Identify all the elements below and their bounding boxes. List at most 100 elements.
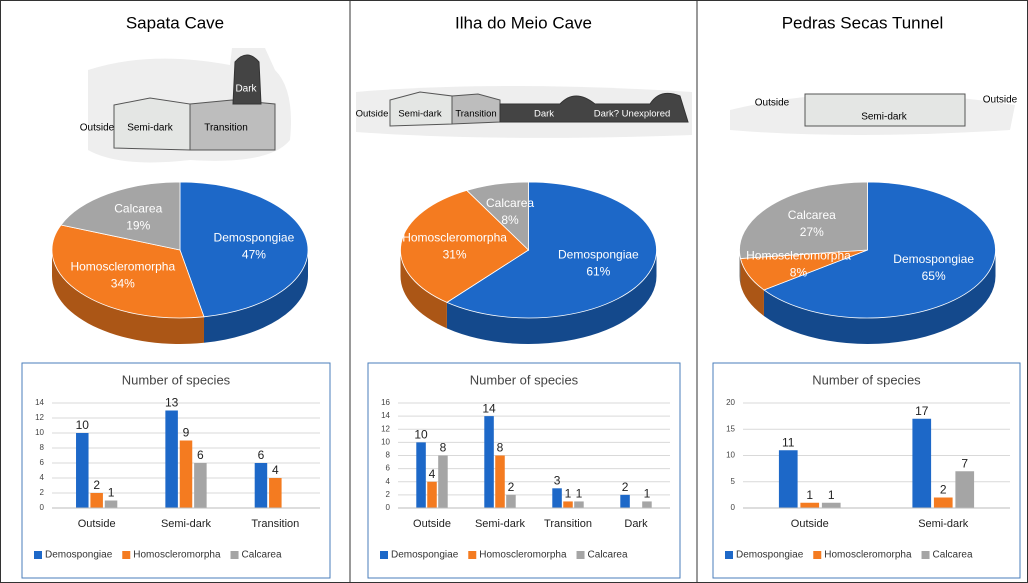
data-label: 9 (183, 426, 190, 440)
data-label: 1 (644, 487, 651, 501)
bar (179, 440, 193, 508)
diagram-region (189, 99, 276, 151)
diagram-label: Outside (356, 109, 389, 120)
data-label: 6 (258, 448, 265, 462)
diagram-region (499, 92, 689, 123)
y-tick-label: 20 (726, 398, 735, 407)
pie-label: Homoscleromorpha (746, 249, 851, 263)
pie-value-label: 31% (443, 247, 467, 261)
data-label: 1 (108, 486, 115, 500)
y-tick-label: 12 (381, 424, 390, 433)
data-label: 13 (165, 396, 179, 410)
y-tick-label: 8 (40, 443, 45, 452)
y-tick-label: 0 (386, 503, 391, 512)
x-tick-label: Transition (544, 518, 592, 530)
bar (821, 502, 841, 508)
diagram-region (232, 54, 262, 105)
diagram-label: Dark (235, 84, 257, 95)
chart-title: Ilha do Meio Cave (455, 13, 592, 32)
pie-value-label: 8% (501, 213, 519, 227)
chart-title: Number of species (122, 372, 231, 387)
pie-label: Calcarea (486, 196, 534, 210)
pie-label: Demospongiae (558, 248, 639, 262)
y-tick-label: 16 (381, 398, 390, 407)
bar (438, 455, 448, 508)
pie-value-label: 61% (586, 265, 610, 279)
bar (506, 494, 516, 508)
chart-title: Pedras Secas Tunnel (782, 13, 944, 32)
pie-value-label: 27% (800, 225, 824, 239)
pie-label: Calcarea (114, 202, 162, 216)
data-label: 17 (915, 404, 929, 418)
y-tick-label: 12 (35, 413, 44, 422)
bar (563, 501, 573, 508)
diagram-label: Outside (80, 123, 115, 134)
pie-value-label: 34% (111, 276, 135, 290)
x-tick-label: Semi-dark (161, 518, 212, 530)
pie-slice (179, 181, 309, 318)
bar (933, 497, 953, 508)
x-tick-label: Transition (251, 518, 299, 530)
legend-swatch (576, 551, 585, 559)
legend-label: Demospongiae (736, 550, 804, 561)
bar (620, 494, 630, 508)
bar (955, 471, 975, 508)
bar (552, 488, 562, 508)
y-tick-label: 10 (381, 437, 390, 446)
pie-slice (400, 189, 530, 303)
legend-label: Homoscleromorpha (133, 550, 221, 561)
data-label: 1 (828, 488, 835, 502)
y-tick-label: 2 (386, 490, 391, 499)
bar (574, 501, 584, 508)
pie-slice (763, 181, 996, 319)
bar (416, 442, 426, 508)
pie-slice (739, 181, 868, 259)
pie-value-label: 8% (790, 266, 808, 280)
bar (495, 455, 505, 508)
y-tick-label: 5 (731, 477, 736, 486)
y-tick-label: 4 (386, 477, 391, 486)
data-label: 2 (508, 480, 515, 494)
legend-label: Demospongiae (391, 550, 459, 561)
diagram-region (804, 93, 966, 127)
diagram-label: Semi-dark (127, 123, 174, 134)
chart-title: Number of species (470, 372, 579, 387)
bar (165, 410, 178, 508)
legend-swatch (122, 551, 131, 559)
data-label: 3 (554, 473, 561, 487)
pie-side (763, 250, 996, 345)
legend-label: Homoscleromorpha (824, 550, 912, 561)
pie-value-label: 47% (242, 247, 266, 261)
data-label: 8 (440, 441, 447, 455)
legend-swatch (813, 551, 822, 559)
pie-label: Demospongiae (214, 230, 295, 244)
bar (912, 418, 932, 508)
legend-label: Calcarea (588, 550, 628, 561)
cave-diagram: Outside Semi-dark Outside (730, 93, 1018, 135)
y-tick-label: 0 (40, 503, 45, 512)
diagram-label: Dark? Unexplored (594, 109, 671, 120)
bar (76, 433, 89, 508)
pie-label: Homoscleromorpha (402, 230, 507, 244)
diagram-label: Outside (983, 95, 1018, 106)
pie-slice (60, 181, 181, 251)
y-tick-label: 14 (381, 411, 390, 420)
pie-value-label: 65% (922, 269, 946, 283)
bar (778, 450, 798, 508)
pie-slice (51, 224, 205, 319)
legend-label: Calcarea (242, 550, 282, 561)
bar (269, 478, 282, 508)
data-label: 7 (961, 456, 968, 470)
cave-diagram: Outside Semi-dark Transition Dark Dark? … (356, 86, 692, 138)
data-label: 8 (497, 441, 504, 455)
y-tick-label: 14 (35, 398, 44, 407)
data-label: 10 (76, 418, 90, 432)
x-tick-label: Semi-dark (475, 518, 526, 530)
cave-diagram: Outside Semi-dark Transition Dark (80, 48, 291, 163)
diagram-label: Semi-dark (861, 112, 908, 123)
x-tick-label: Dark (624, 518, 648, 530)
data-label: 2 (940, 483, 947, 497)
y-tick-label: 4 (40, 473, 45, 482)
data-label: 1 (565, 487, 572, 501)
